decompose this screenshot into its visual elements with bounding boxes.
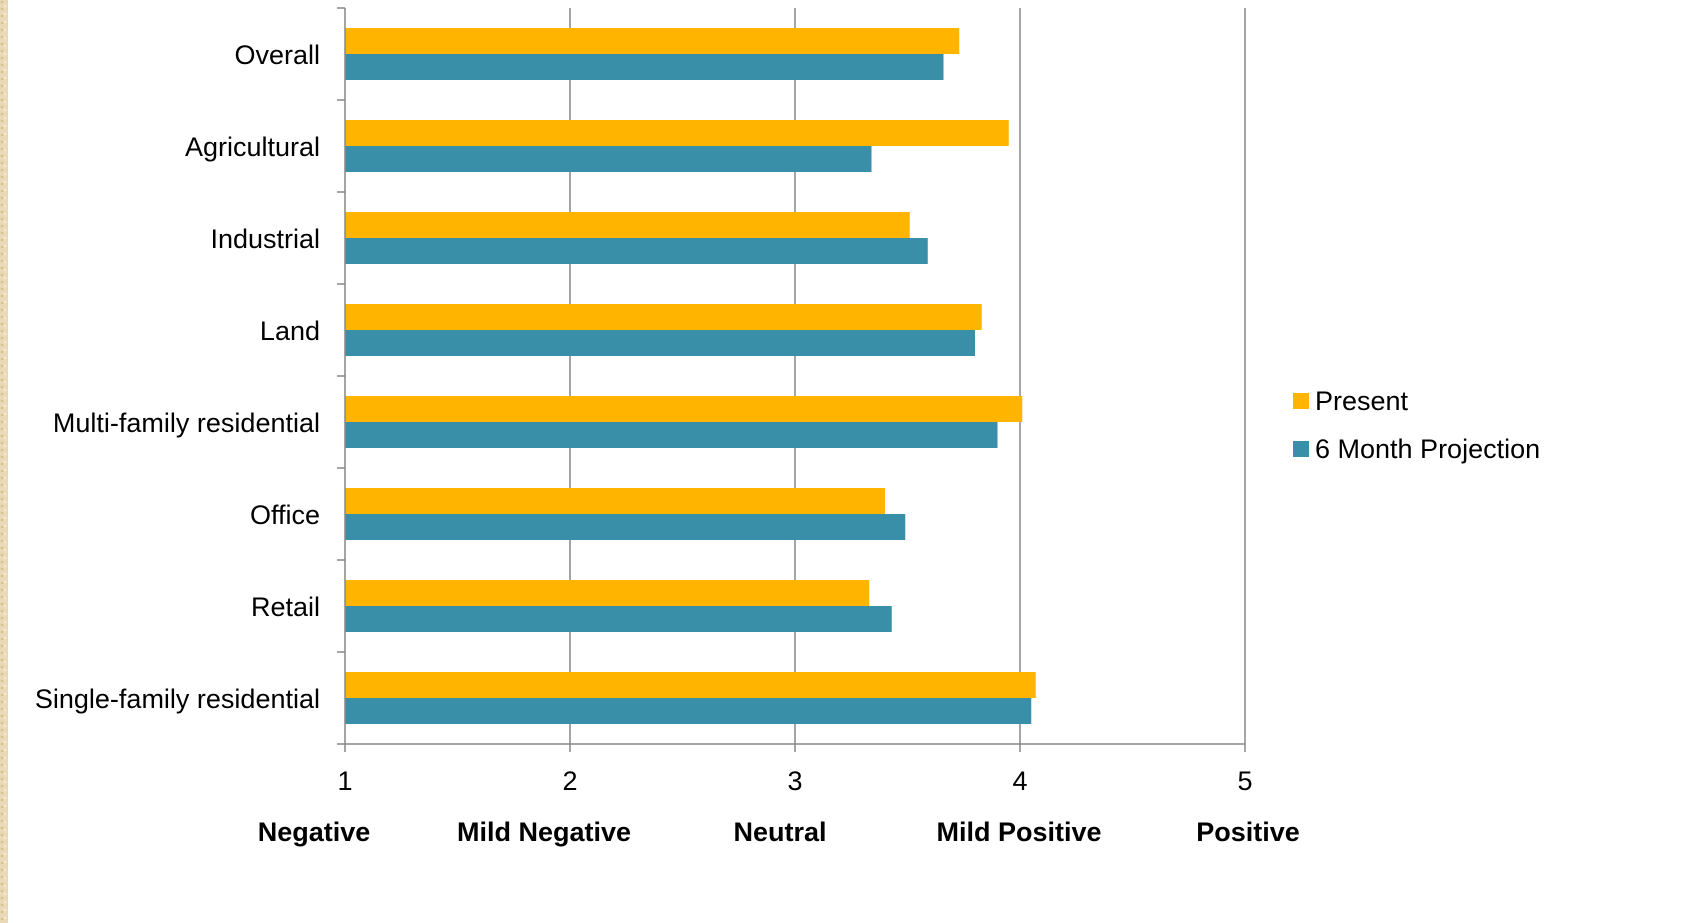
bar-industrial-6-month-projection: [345, 238, 928, 264]
category-label-land: Land: [260, 316, 320, 346]
bar-retail-6-month-projection: [345, 606, 892, 632]
bar-land-present: [345, 304, 982, 330]
bar-industrial-present: [345, 212, 910, 238]
category-labels: Overall Agricultural Industrial Land Multi-f…: [35, 40, 320, 714]
category-label-agricultural: Agricultural: [185, 132, 320, 162]
x-tick-label-4: 4: [1012, 766, 1027, 796]
bar-office-6-month-projection: [345, 514, 906, 540]
sentiment-label-positive: Positive: [1196, 817, 1300, 847]
decorative-border-strip: [0, 0, 8, 923]
sentiment-labels: Negative Mild Negative Neutral Mild Positiv…: [258, 817, 1300, 847]
category-label-office: Office: [250, 500, 320, 530]
bar-single-family-residential-present: [345, 672, 1036, 698]
sentiment-label-mild-negative: Mild Negative: [457, 817, 631, 847]
axes: [337, 7, 1246, 752]
sentiment-label-negative: Negative: [258, 817, 371, 847]
x-tick-labels: 1 2 3 4 5: [337, 766, 1252, 796]
legend-label-present: Present: [1315, 386, 1409, 416]
x-tick-label-1: 1: [337, 766, 352, 796]
legend-swatch-present: [1293, 393, 1309, 409]
legend-swatch-6-month-projection: [1293, 441, 1309, 457]
sentiment-label-mild-positive: Mild Positive: [936, 817, 1101, 847]
bar-multi-family-residential-present: [345, 396, 1023, 422]
gridlines: [569, 8, 1246, 744]
bar-single-family-residential-6-month-projection: [345, 698, 1032, 724]
bar-land-6-month-projection: [345, 330, 975, 356]
bar-agricultural-present: [345, 120, 1009, 146]
bar-office-present: [345, 488, 885, 514]
legend-label-6-month-projection: 6 Month Projection: [1315, 434, 1540, 464]
category-label-overall: Overall: [234, 40, 320, 70]
x-tick-label-2: 2: [562, 766, 577, 796]
bar-multi-family-residential-6-month-projection: [345, 422, 998, 448]
category-label-retail: Retail: [251, 592, 320, 622]
bar-retail-present: [345, 580, 870, 606]
category-label-industrial: Industrial: [210, 224, 320, 254]
x-tick-label-3: 3: [787, 766, 802, 796]
bar-overall-6-month-projection: [345, 54, 944, 80]
bar-agricultural-6-month-projection: [345, 146, 872, 172]
legend: Present 6 Month Projection: [1293, 386, 1540, 464]
bars: [345, 28, 1036, 724]
category-label-single-family-residential: Single-family residential: [35, 684, 320, 714]
category-label-multi-family-residential: Multi-family residential: [53, 408, 320, 438]
bar-overall-present: [345, 28, 960, 54]
sentiment-label-neutral: Neutral: [733, 817, 826, 847]
x-tick-label-5: 5: [1237, 766, 1252, 796]
